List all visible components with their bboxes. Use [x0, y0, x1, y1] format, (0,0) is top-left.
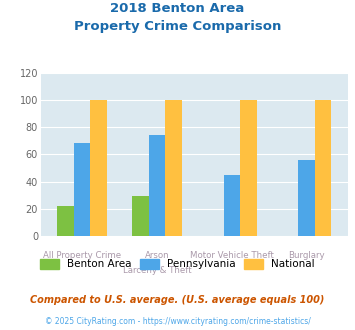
Text: All Property Crime: All Property Crime	[43, 251, 121, 260]
Text: Motor Vehicle Theft: Motor Vehicle Theft	[190, 251, 274, 260]
Bar	[132, 196, 149, 236]
Bar	[74, 143, 90, 236]
Bar	[149, 135, 165, 236]
Text: 2018 Benton Area: 2018 Benton Area	[110, 2, 245, 15]
Bar	[315, 100, 332, 236]
Bar	[57, 206, 74, 236]
Bar	[240, 100, 257, 236]
Bar	[299, 160, 315, 236]
Text: © 2025 CityRating.com - https://www.cityrating.com/crime-statistics/: © 2025 CityRating.com - https://www.city…	[45, 317, 310, 326]
Text: Larceny & Theft: Larceny & Theft	[122, 266, 191, 275]
Text: Arson: Arson	[144, 251, 169, 260]
Bar	[90, 100, 107, 236]
Bar	[224, 175, 240, 236]
Legend: Benton Area, Pennsylvania, National: Benton Area, Pennsylvania, National	[36, 255, 319, 274]
Text: Burglary: Burglary	[288, 251, 325, 260]
Bar	[165, 100, 182, 236]
Text: Compared to U.S. average. (U.S. average equals 100): Compared to U.S. average. (U.S. average …	[30, 295, 325, 305]
Text: Property Crime Comparison: Property Crime Comparison	[74, 20, 281, 33]
